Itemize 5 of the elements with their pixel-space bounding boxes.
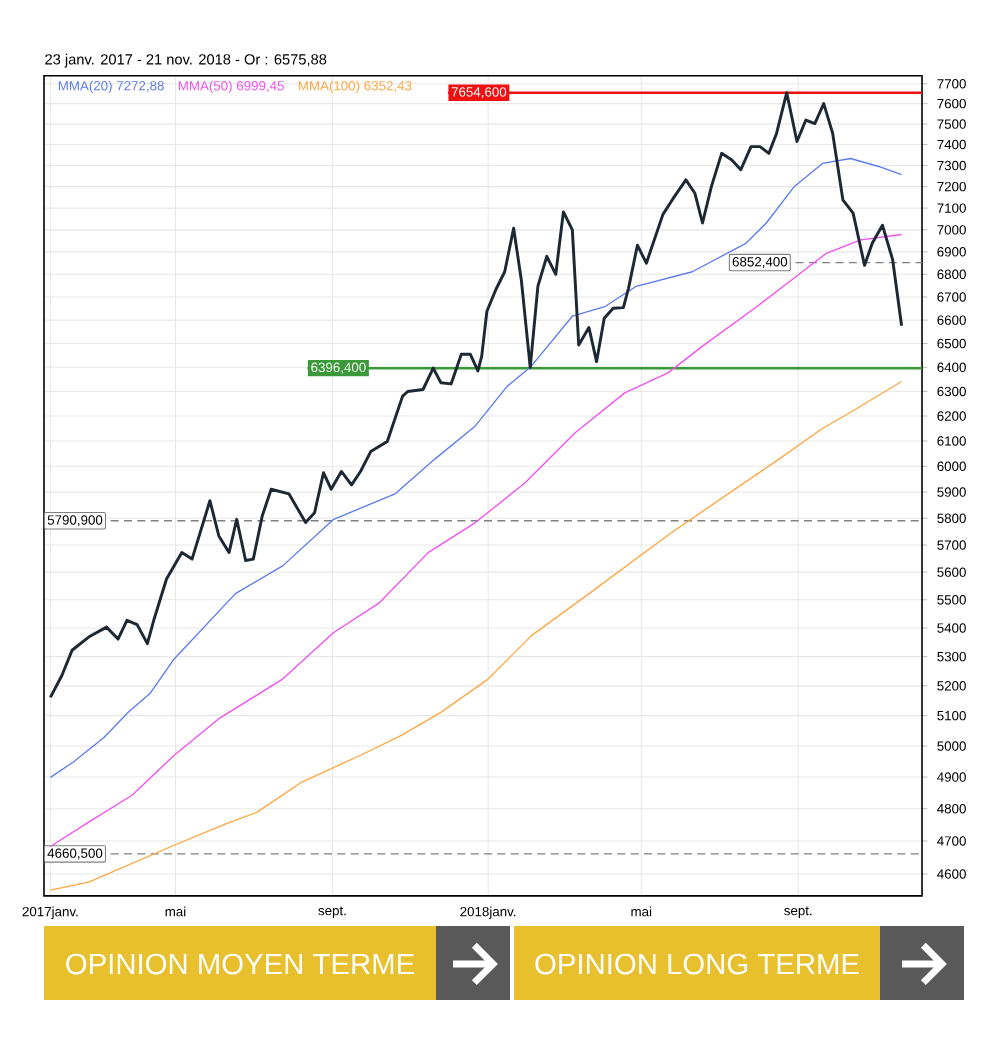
line-series <box>49 380 903 891</box>
line-series <box>49 157 903 778</box>
line-series <box>48 91 904 699</box>
text: OPINION MOYEN TERME <box>66 953 414 975</box>
text: OPINION LONG TERME <box>535 953 859 975</box>
